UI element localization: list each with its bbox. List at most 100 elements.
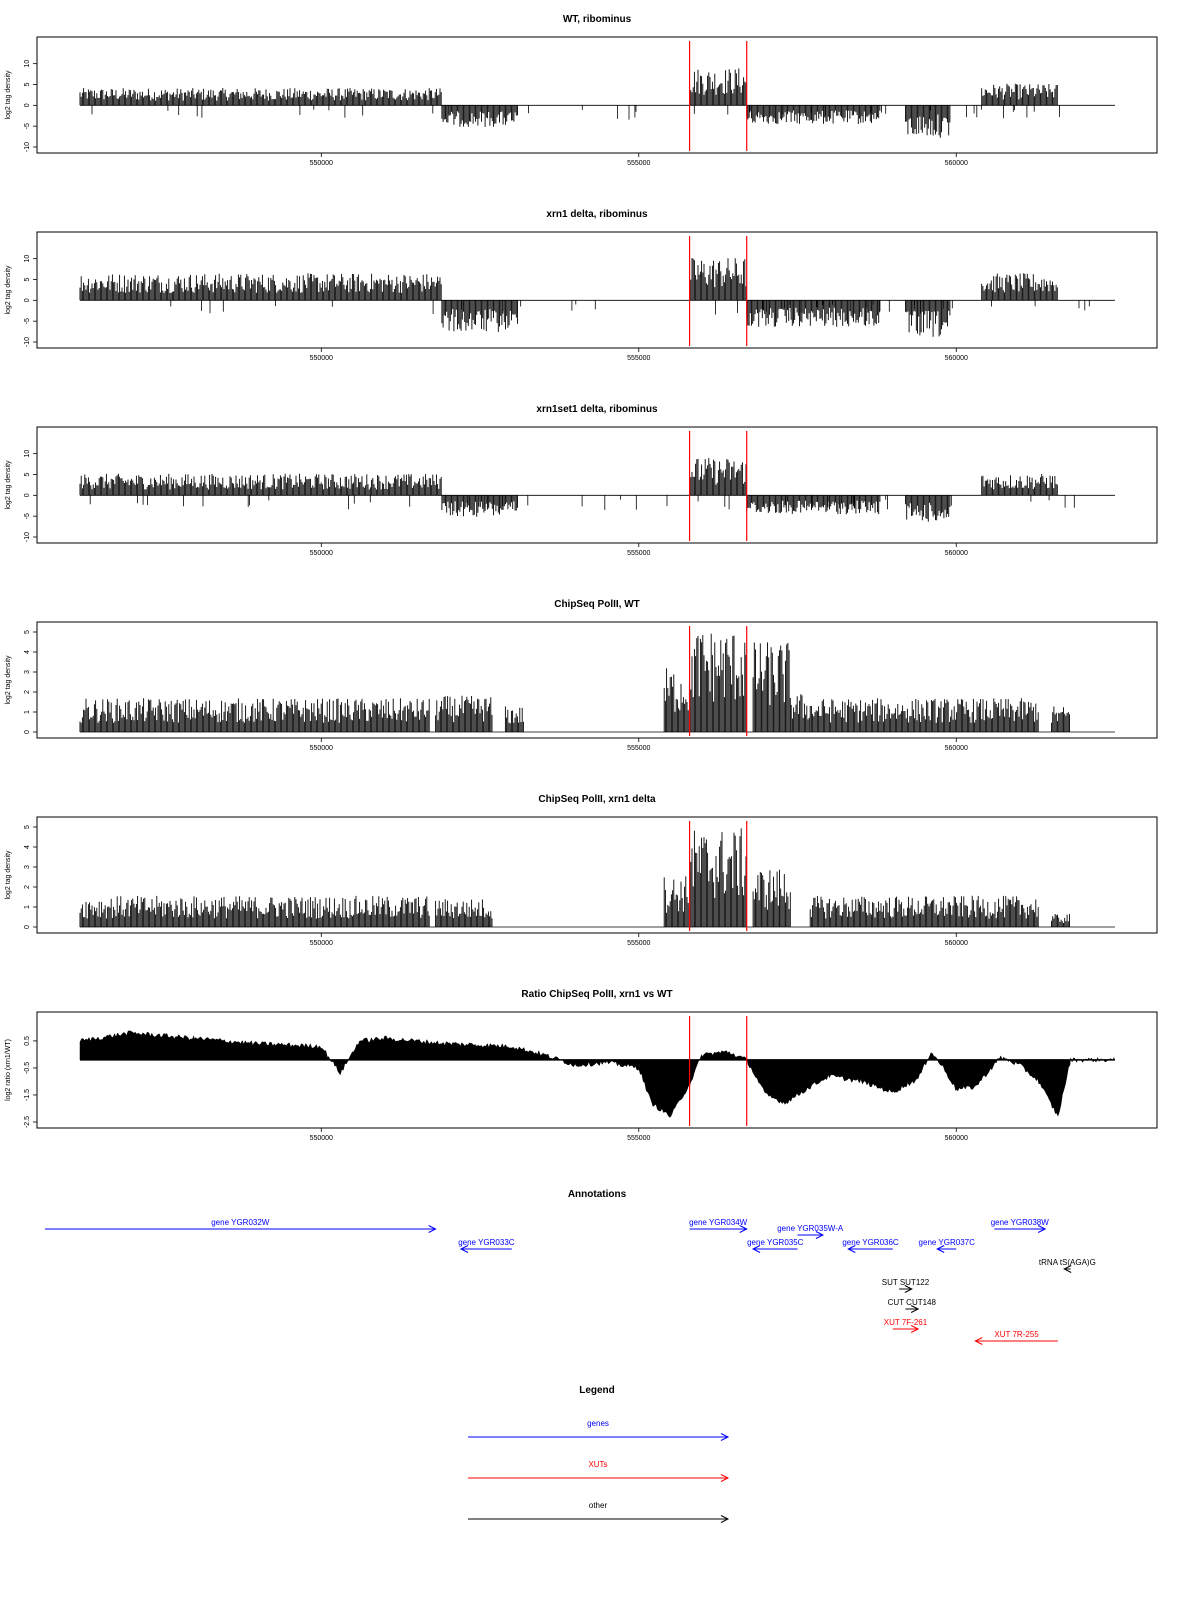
legend-title: Legend — [579, 1385, 615, 1396]
y-tick-label: 5 — [24, 82, 31, 86]
y-tick-label: 5 — [24, 825, 31, 829]
panel-title: ChipSeq PolII, WT — [554, 599, 640, 610]
signal-segment — [790, 694, 810, 732]
y-axis-label: log2 tag density — [5, 265, 12, 315]
signal-segment — [435, 695, 493, 732]
density-bars — [689, 632, 747, 732]
feature-label: XUT 7R-255 — [994, 1330, 1039, 1339]
y-tick-label: 3 — [24, 865, 31, 869]
y-tick-label: -10 — [24, 142, 31, 152]
feature-arrowhead — [739, 1225, 748, 1233]
y-tick-label: 5 — [24, 630, 31, 634]
density-bars — [1051, 706, 1070, 732]
panel-title: xrn1 delta, ribominus — [546, 209, 648, 220]
y-tick-label: 1 — [24, 905, 31, 909]
signal-segment — [79, 88, 442, 106]
signal-segment — [441, 105, 518, 127]
x-tick-label: 550000 — [310, 550, 333, 557]
x-tick-label: 560000 — [945, 745, 968, 752]
annotation-feature: CUT CUT148 — [888, 1298, 937, 1313]
signal-segment — [1051, 706, 1070, 732]
annotation-feature: gene YGR034W — [689, 1218, 748, 1233]
density-bars — [981, 83, 1058, 106]
density-bars — [1051, 914, 1070, 927]
x-tick-label: 550000 — [310, 1135, 333, 1142]
plot-frame — [36, 36, 1158, 154]
density-bars — [746, 495, 881, 515]
panel-title: xrn1set1 delta, ribominus — [536, 404, 658, 415]
signal-segment — [809, 698, 1039, 732]
feature-arrowhead — [459, 1245, 469, 1253]
annotation-track: Annotations gene YGR032W gene YGR033C gene … — [45, 1189, 1096, 1345]
legend-entry: XUTs — [468, 1460, 730, 1482]
signal-segment — [905, 105, 951, 138]
signal-segment — [663, 668, 690, 732]
signal-segment — [441, 495, 518, 517]
density-bars — [689, 828, 747, 927]
antisense-spikes — [170, 300, 1090, 315]
x-tick-label: 560000 — [945, 1135, 968, 1142]
signal-segment — [79, 473, 442, 496]
signal-segment — [981, 273, 1058, 301]
signal-segment — [663, 876, 690, 927]
y-tick-label: 0 — [24, 103, 31, 107]
annotation-feature: gene YGR033C — [458, 1238, 515, 1253]
feature-arrowhead — [974, 1337, 983, 1345]
plot-frame — [36, 231, 1158, 349]
panel-1: WT, ribominus log2 tag density 10 5 0 -5 -10 55… — [5, 14, 1158, 167]
y-tick-label: -5 — [24, 513, 31, 519]
y-tick-label: 3 — [24, 670, 31, 674]
density-bars — [663, 876, 690, 927]
signal-segment — [689, 68, 747, 106]
signal-segment — [1051, 914, 1070, 927]
feature-arrowhead — [910, 1305, 920, 1313]
y-tick-label: -5 — [24, 318, 31, 324]
sparse-spikes — [91, 105, 1060, 120]
antisense-spikes — [89, 495, 1075, 510]
density-bars — [79, 273, 442, 301]
signal-segment — [905, 495, 951, 522]
plot-frame — [36, 621, 1158, 739]
signal-segment — [504, 706, 524, 732]
feature-label: gene YGR035W-A — [777, 1224, 844, 1233]
density-bars — [441, 105, 518, 127]
y-tick-label: -10 — [24, 532, 31, 542]
x-tick-label: 555000 — [627, 940, 650, 947]
density-bars — [504, 706, 524, 732]
density-bars — [441, 495, 518, 517]
x-tick-label: 550000 — [310, 745, 333, 752]
y-tick-label: 0 — [24, 925, 31, 929]
density-bars — [790, 694, 810, 732]
annotation-feature: gene YGR032W — [45, 1218, 437, 1233]
signal-segment — [689, 632, 747, 732]
panel-4: ChipSeq PolII, WT log2 tag density 5 4 3 2 1 0 5… — [5, 599, 1158, 752]
panel-title: ChipSeq PolII, xrn1 delta — [538, 794, 656, 805]
panel-6: Ratio ChipSeq PolII, xrn1 vs WT log2 rati… — [5, 989, 1158, 1142]
signal-segment — [752, 869, 791, 927]
y-tick-label: 1 — [24, 710, 31, 714]
legend-arrowhead — [720, 1515, 730, 1523]
y-axis-label: log2 tag density — [5, 850, 12, 900]
signal-segment — [79, 698, 430, 732]
signal-segment — [441, 300, 518, 332]
panel-3: xrn1set1 delta, ribominus log2 tag densit… — [5, 404, 1158, 557]
legend-panel: Legend genes XUTs other — [468, 1385, 730, 1523]
y-tick-label: 5 — [24, 472, 31, 476]
annotation-feature: gene YGR038W — [991, 1218, 1049, 1233]
y-tick-label: 0.5 — [24, 1036, 31, 1046]
legend-entry: genes — [468, 1419, 730, 1441]
y-axis-label: log2 ratio (xrn1/WT) — [5, 1039, 12, 1101]
y-tick-label: 5 — [24, 277, 31, 281]
feature-arrowhead — [1063, 1265, 1072, 1273]
plot-frame — [36, 1011, 1158, 1129]
feature-label: CUT CUT148 — [888, 1298, 937, 1307]
feature-label: SUT SUT122 — [882, 1278, 930, 1287]
feature-arrowhead — [751, 1245, 761, 1253]
x-tick-label: 550000 — [310, 940, 333, 947]
density-bars — [79, 473, 442, 496]
annotations-title: Annotations — [568, 1189, 627, 1200]
signal-segment — [689, 458, 747, 496]
x-tick-label: 560000 — [945, 940, 968, 947]
y-tick-label: 0 — [24, 298, 31, 302]
